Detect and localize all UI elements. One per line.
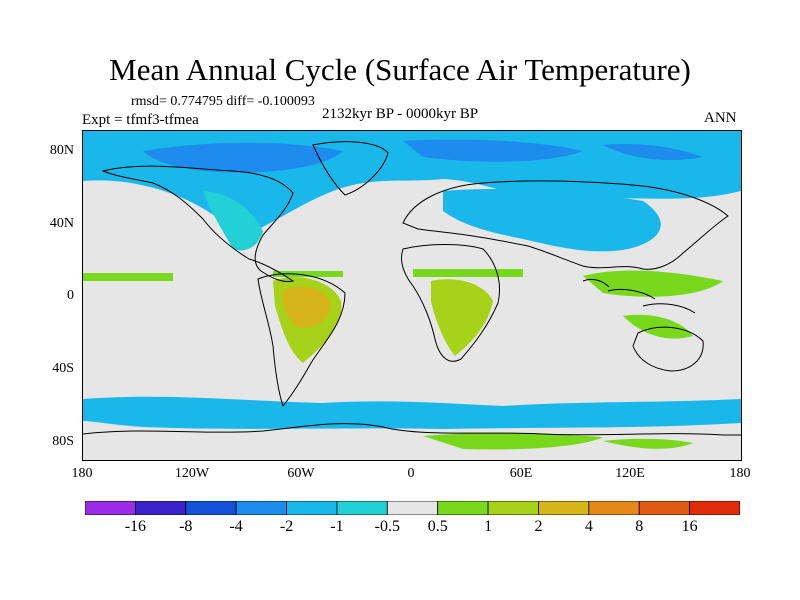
- colorbar-swatch: [85, 501, 136, 515]
- coastlines: [83, 141, 741, 436]
- arctic-strong-cold: [143, 139, 703, 173]
- lon-label-0: 0: [407, 466, 415, 481]
- africa-coast: [400, 244, 500, 362]
- anomaly-shading: [83, 131, 741, 450]
- lon-label-60e: 60E: [509, 466, 533, 481]
- antarctica-coast: [83, 423, 741, 436]
- colorbar-tick-label: -16: [124, 518, 147, 535]
- statistics-label: rmsd= 0.774795 diff= -0.100093: [131, 94, 315, 109]
- colorbar-tick-label: -1: [330, 518, 344, 535]
- colorbar-tick-label: 0.5: [427, 518, 448, 535]
- period-label: 2132kyr BP - 0000kyr BP: [322, 106, 479, 122]
- colorbar-swatch: [235, 501, 287, 515]
- lat-label-eq: 0: [67, 288, 74, 303]
- eurasia-coast: [402, 180, 729, 270]
- greenland-coast: [312, 141, 389, 196]
- experiment-label: Expt = tfmf3-tfmea: [82, 112, 199, 128]
- south-america-coast: [257, 273, 346, 408]
- lat-label-40n: 40N: [49, 216, 74, 231]
- amazon-warm-core: [282, 286, 331, 328]
- colorbar-swatch: [286, 501, 338, 515]
- colorbar-tick-label: -2: [279, 518, 294, 535]
- southern-ocean-cold: [83, 396, 741, 429]
- colorbar-tick-label: -4: [229, 518, 243, 535]
- lon-label-120e: 120E: [615, 466, 645, 481]
- lon-label-120w: 120W: [174, 466, 210, 481]
- lon-label-180e: 180: [729, 466, 751, 481]
- colorbar-swatch: [185, 501, 237, 515]
- north-america-cold: [203, 191, 263, 251]
- season-label: ANN: [704, 110, 737, 126]
- colorbar-swatch: [588, 501, 640, 515]
- colorbar-tick-label: 16: [681, 518, 698, 535]
- colorbar-swatch: [538, 501, 590, 515]
- colorbar-swatch: [134, 501, 187, 515]
- maritime-islands: [582, 278, 696, 314]
- colorbar: [85, 501, 740, 515]
- colorbar-swatch: [386, 501, 439, 515]
- australia-coast: [632, 326, 704, 372]
- colorbar-tick-label: -0.5: [374, 518, 400, 535]
- figure-title: Mean Annual Cycle (Surface Air Temperatu…: [109, 52, 691, 87]
- colorbar-swatch: [638, 501, 691, 515]
- colorbar-tick-label: -8: [179, 518, 193, 535]
- colorbar-tick-label: 1: [484, 518, 493, 535]
- colorbar-swatch: [336, 501, 388, 515]
- africa-warm: [431, 279, 493, 356]
- lat-label-80s: 80S: [52, 434, 74, 449]
- colorbar-swatch: [487, 501, 539, 515]
- lat-label-80n: 80N: [49, 143, 74, 158]
- colorbar-tick-label: 4: [584, 518, 593, 535]
- maritime-warm: [83, 269, 723, 339]
- north-america-coast: [101, 165, 295, 282]
- lon-label-180w: 180: [71, 466, 93, 481]
- colorbar-tick-label: 8: [635, 518, 644, 535]
- asia-cold-anomaly: [443, 189, 661, 252]
- temperature-map: [82, 130, 742, 461]
- antarctic-warm-patch: [423, 433, 693, 450]
- lat-label-40s: 40S: [52, 361, 74, 376]
- colorbar-swatch: [689, 501, 740, 515]
- lon-label-60w: 60W: [287, 466, 315, 481]
- colorbar-tick-label: 2: [534, 518, 543, 535]
- colorbar-swatch: [437, 501, 489, 515]
